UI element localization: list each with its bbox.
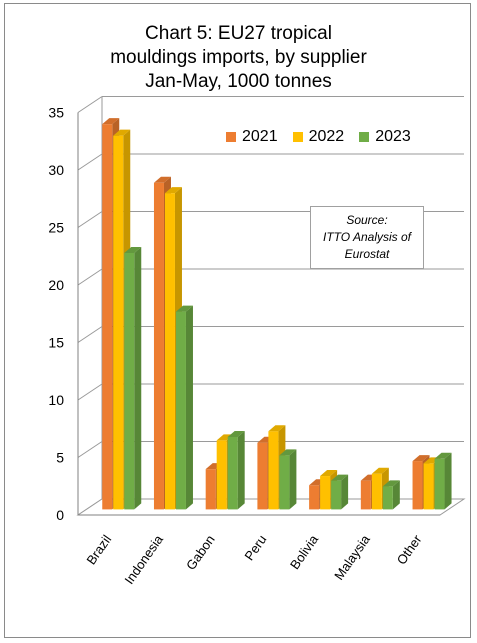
- source-line-1: Source:: [346, 213, 388, 227]
- side-gridline-30: [77, 153, 103, 171]
- bar-top-brazil-2022: [113, 129, 131, 136]
- bar-other-2022: [423, 463, 434, 510]
- y-tick-label-0: 0: [56, 507, 64, 523]
- bar-other-2023: [434, 458, 445, 510]
- bar-side-indonesia-2023: [185, 305, 193, 510]
- bar-bolivia-2023: [331, 480, 342, 510]
- bar-brazil-2023: [124, 252, 135, 510]
- side-gridline-10: [77, 383, 103, 401]
- y-tick-label-30: 30: [48, 162, 64, 178]
- bar-top-brazil-2021: [102, 118, 120, 125]
- bar-peru-2022: [268, 431, 279, 510]
- legend-swatch-2023: [359, 132, 370, 142]
- bar-peru-2023: [279, 455, 290, 510]
- bar-gabon-2022: [216, 440, 227, 510]
- chart-title-line-2: mouldings imports, by supplier: [110, 47, 367, 68]
- y-tick-label-25: 25: [48, 220, 64, 236]
- legend-item-2021: 2021: [226, 128, 278, 146]
- x-tick-label-brazil: Brazil: [83, 532, 114, 567]
- chart-title: Chart 5: EU27 tropical mouldings imports…: [0, 22, 477, 94]
- bar-top-other-2021: [412, 455, 430, 462]
- y-tick-label-10: 10: [48, 392, 64, 408]
- source-line-2: ITTO Analysis of: [322, 230, 412, 244]
- side-gridline-5: [77, 441, 103, 458]
- bar-malaysia-2022: [371, 473, 382, 510]
- bar-side-other-2023: [444, 452, 452, 510]
- chart-title-line-1: Chart 5: EU27 tropical: [145, 23, 332, 44]
- x-tick-label-gabon: Gabon: [183, 532, 218, 573]
- bar-malaysia-2023: [382, 486, 393, 510]
- bar-top-brazil-2023: [124, 246, 142, 253]
- side-gridline-25: [77, 211, 103, 228]
- y-tick-label-5: 5: [56, 450, 64, 466]
- bar-top-indonesia-2023: [175, 305, 193, 312]
- x-tick-label-peru: Peru: [241, 532, 269, 563]
- x-tick-label-malaysia: Malaysia: [331, 531, 373, 582]
- y-tick-label-20: 20: [48, 277, 64, 293]
- bar-indonesia-2021: [153, 182, 164, 510]
- bar-top-indonesia-2021: [153, 176, 171, 183]
- bar-peru-2021: [257, 442, 268, 510]
- bar-side-bolivia-2023: [341, 474, 349, 510]
- legend-item-2022: 2022: [292, 128, 345, 146]
- y-tick-label-35: 35: [48, 105, 64, 121]
- bar-gabon-2021: [205, 469, 216, 510]
- bar-top-gabon-2023: [227, 430, 245, 437]
- chart-legend: 2021 2022 2023: [226, 128, 411, 146]
- legend-swatch-2022: [292, 132, 303, 142]
- bar-malaysia-2021: [360, 480, 371, 510]
- bar-indonesia-2022: [164, 193, 175, 510]
- y-tick-label-15: 15: [48, 335, 64, 351]
- legend-item-2023: 2023: [359, 128, 411, 146]
- bar-top-peru-2022: [268, 425, 286, 432]
- bar-side-malaysia-2023: [392, 480, 400, 510]
- bar-other-2021: [412, 461, 423, 510]
- bar-indonesia-2023: [175, 311, 186, 510]
- bar-top-malaysia-2022: [371, 467, 389, 474]
- bar-bolivia-2022: [320, 476, 331, 510]
- bar-gabon-2023: [227, 436, 238, 510]
- side-gridline-20: [77, 268, 103, 286]
- x-tick-label-indonesia: Indonesia: [121, 531, 166, 586]
- bar-side-gabon-2023: [237, 430, 245, 510]
- legend-label-2022: 2022: [308, 128, 345, 145]
- bar-top-bolivia-2022: [320, 470, 338, 477]
- legend-label-2021: 2021: [242, 128, 278, 145]
- bar-top-indonesia-2022: [164, 187, 182, 194]
- bar-brazil-2021: [102, 124, 113, 510]
- bar-side-brazil-2023: [134, 246, 142, 510]
- side-gridline-15: [77, 326, 103, 343]
- chart-title-line-3: Jan-May, 1000 tonnes: [145, 71, 332, 92]
- legend-label-2023: 2023: [375, 128, 411, 145]
- legend-swatch-2021: [226, 132, 236, 142]
- source-line-3: Eurostat: [344, 247, 390, 261]
- bar-brazil-2022: [113, 135, 124, 510]
- side-gridline-35: [77, 96, 103, 113]
- bar-top-peru-2023: [279, 449, 297, 456]
- x-tick-label-bolivia: Bolivia: [287, 531, 322, 572]
- bar-top-other-2023: [434, 452, 452, 459]
- x-tick-label-other: Other: [394, 532, 425, 568]
- source-annotation: Source: ITTO Analysis of Eurostat: [310, 206, 424, 269]
- bar-bolivia-2021: [309, 485, 320, 510]
- bar-top-bolivia-2023: [331, 474, 349, 481]
- bar-side-peru-2023: [289, 449, 297, 510]
- bar-top-malaysia-2023: [382, 480, 400, 487]
